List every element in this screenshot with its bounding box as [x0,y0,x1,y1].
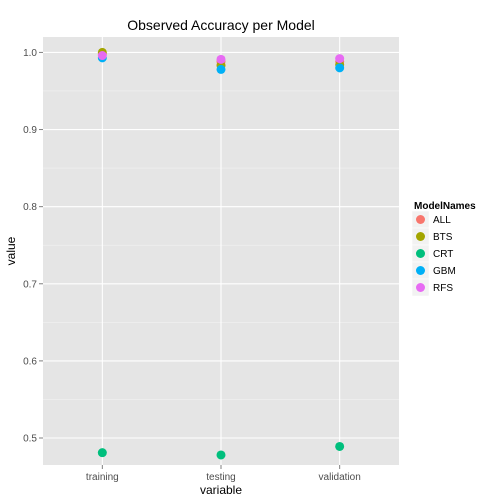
legend-label-gbm: GBM [433,266,456,277]
data-point-crt [335,442,344,451]
legend-title: ModelNames [414,201,476,212]
y-tick-label: 0.8 [23,202,37,213]
y-tick-label: 0.5 [23,434,37,445]
x-axis-ticks: training testing validation [86,465,361,483]
legend-label-all: ALL [433,215,451,226]
data-point-gbm [335,63,344,72]
legend-marker-bts [416,232,425,241]
legend-label-crt: CRT [433,249,453,260]
y-tick-label: 0.6 [23,356,37,367]
legend-marker-rfs [416,283,425,292]
legend: ModelNames ALL BTS CRT GBM RFS [412,201,476,296]
data-point-crt [98,448,107,457]
legend-marker-gbm [416,266,425,275]
legend-marker-all [416,215,425,224]
x-tick-label: training [86,472,119,483]
y-axis-title: value [4,236,18,265]
x-axis-title: variable [200,483,242,497]
legend-items: ALL BTS CRT GBM RFS [412,211,456,296]
legend-marker-crt [416,249,425,258]
x-tick-label: validation [319,472,361,483]
chart-title: Observed Accuracy per Model [127,17,315,33]
data-point-gbm [217,65,226,74]
y-axis-ticks: 0.5 0.6 0.7 0.8 0.9 1.0 [23,48,43,445]
y-tick-label: 1.0 [23,48,37,59]
data-point-rfs [217,55,226,64]
legend-label-bts: BTS [433,232,453,243]
y-tick-label: 0.9 [23,125,37,136]
y-tick-label: 0.7 [23,279,37,290]
x-tick-label: testing [206,472,235,483]
legend-label-rfs: RFS [433,283,453,294]
data-point-crt [217,450,226,459]
data-point-rfs [335,54,344,63]
data-point-rfs [98,51,107,60]
